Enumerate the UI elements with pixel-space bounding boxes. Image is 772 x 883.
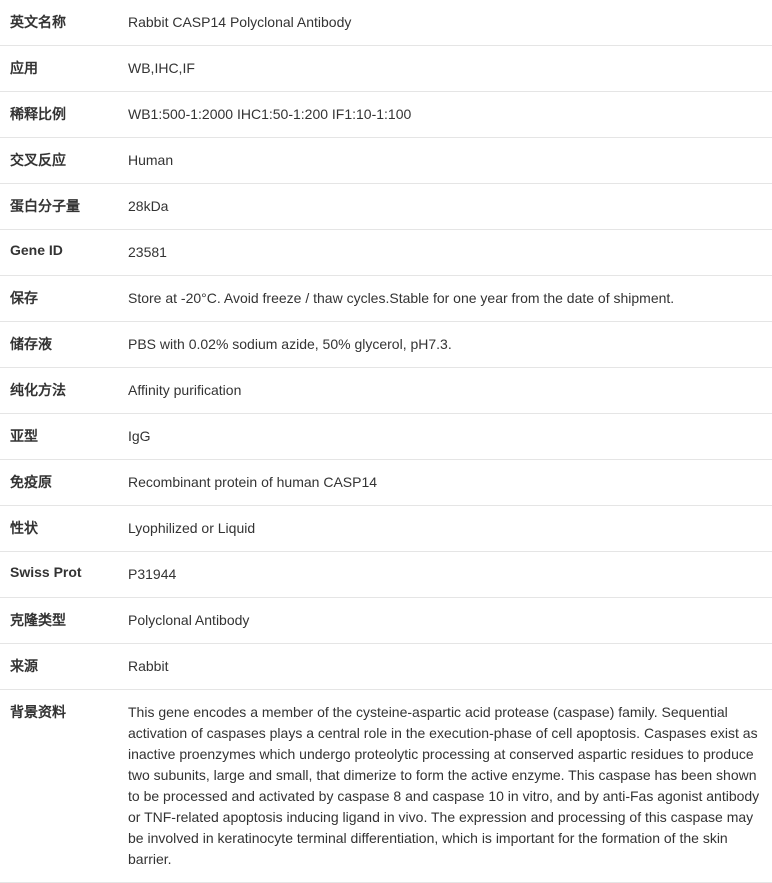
table-row: 储存液PBS with 0.02% sodium azide, 50% glyc… bbox=[0, 322, 772, 368]
spec-value: Affinity purification bbox=[120, 368, 772, 414]
table-row: 克隆类型Polyclonal Antibody bbox=[0, 598, 772, 644]
table-body: 英文名称Rabbit CASP14 Polyclonal Antibody应用W… bbox=[0, 0, 772, 883]
spec-value: Store at -20°C. Avoid freeze / thaw cycl… bbox=[120, 276, 772, 322]
table-row: 亚型IgG bbox=[0, 414, 772, 460]
spec-value: WB1:500-1:2000 IHC1:50-1:200 IF1:10-1:10… bbox=[120, 92, 772, 138]
spec-value: 28kDa bbox=[120, 184, 772, 230]
table-row: 应用WB,IHC,IF bbox=[0, 46, 772, 92]
spec-value: This gene encodes a member of the cystei… bbox=[120, 690, 772, 883]
spec-value: PBS with 0.02% sodium azide, 50% glycero… bbox=[120, 322, 772, 368]
spec-value: WB,IHC,IF bbox=[120, 46, 772, 92]
table-row: Gene ID23581 bbox=[0, 230, 772, 276]
spec-value: Rabbit bbox=[120, 644, 772, 690]
spec-value: Recombinant protein of human CASP14 bbox=[120, 460, 772, 506]
table-row: 稀释比例WB1:500-1:2000 IHC1:50-1:200 IF1:10-… bbox=[0, 92, 772, 138]
spec-label: 免疫原 bbox=[0, 460, 120, 506]
table-row: 蛋白分子量28kDa bbox=[0, 184, 772, 230]
spec-label: 稀释比例 bbox=[0, 92, 120, 138]
spec-value: IgG bbox=[120, 414, 772, 460]
spec-value: Lyophilized or Liquid bbox=[120, 506, 772, 552]
table-row: 免疫原Recombinant protein of human CASP14 bbox=[0, 460, 772, 506]
spec-label: 性状 bbox=[0, 506, 120, 552]
spec-label: 克隆类型 bbox=[0, 598, 120, 644]
spec-label: 纯化方法 bbox=[0, 368, 120, 414]
spec-label: 来源 bbox=[0, 644, 120, 690]
table-row: 交叉反应Human bbox=[0, 138, 772, 184]
spec-value: Polyclonal Antibody bbox=[120, 598, 772, 644]
spec-value: P31944 bbox=[120, 552, 772, 598]
table-row: 来源Rabbit bbox=[0, 644, 772, 690]
spec-label: Gene ID bbox=[0, 230, 120, 276]
spec-label: 英文名称 bbox=[0, 0, 120, 46]
spec-label: 蛋白分子量 bbox=[0, 184, 120, 230]
spec-label: Swiss Prot bbox=[0, 552, 120, 598]
spec-label: 保存 bbox=[0, 276, 120, 322]
table-row: 背景资料This gene encodes a member of the cy… bbox=[0, 690, 772, 883]
spec-label: 背景资料 bbox=[0, 690, 120, 883]
table-row: Swiss ProtP31944 bbox=[0, 552, 772, 598]
table-row: 纯化方法Affinity purification bbox=[0, 368, 772, 414]
table-row: 英文名称Rabbit CASP14 Polyclonal Antibody bbox=[0, 0, 772, 46]
specification-table: 英文名称Rabbit CASP14 Polyclonal Antibody应用W… bbox=[0, 0, 772, 883]
spec-label: 储存液 bbox=[0, 322, 120, 368]
spec-label: 应用 bbox=[0, 46, 120, 92]
spec-value: Rabbit CASP14 Polyclonal Antibody bbox=[120, 0, 772, 46]
table-row: 保存Store at -20°C. Avoid freeze / thaw cy… bbox=[0, 276, 772, 322]
spec-label: 交叉反应 bbox=[0, 138, 120, 184]
table-row: 性状Lyophilized or Liquid bbox=[0, 506, 772, 552]
spec-value: 23581 bbox=[120, 230, 772, 276]
spec-label: 亚型 bbox=[0, 414, 120, 460]
spec-value: Human bbox=[120, 138, 772, 184]
